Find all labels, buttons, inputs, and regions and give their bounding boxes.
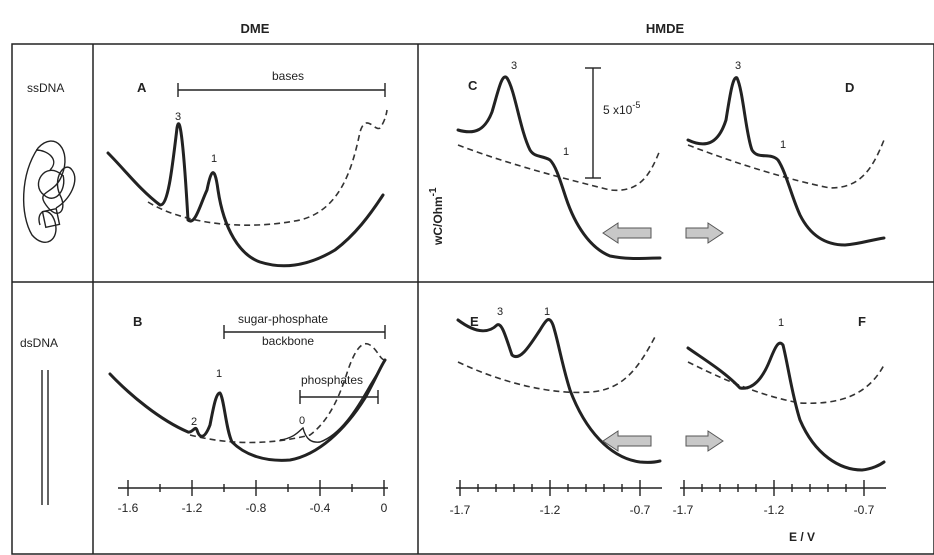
peak-label-b1: 1: [216, 368, 222, 380]
panel-e-signal-curve: [456, 318, 662, 464]
header-dme: DME: [241, 21, 270, 36]
dme-tick-label: -0.8: [246, 501, 267, 515]
sugar-phosphate-label: sugar-phosphate: [238, 312, 328, 326]
dme-tick-label: -1.6: [118, 501, 139, 515]
panel-b: B sugar-phosphate backbone phosphates 2 …: [108, 312, 387, 462]
peak-label-c3: 3: [511, 60, 517, 72]
row-label-ssdna: ssDNA: [27, 81, 64, 95]
panel-f: F 1: [685, 314, 886, 472]
peak-label-b0: 0: [299, 415, 305, 427]
x-axis-label: E / V: [789, 530, 815, 544]
panel-b-signal-curve: [108, 358, 387, 462]
hmde-right-tick-label: -1.7: [673, 503, 694, 517]
left-arrow-icon: [602, 222, 652, 244]
right-arrow-icon: [685, 222, 724, 244]
y-axis-label: wC/Ohm-1: [428, 187, 445, 246]
scale-bar: [585, 67, 601, 179]
dme-tick-label: 0: [381, 501, 388, 515]
dsdna-double-strand-icon: [41, 370, 49, 505]
panel-a-signal-curve: [106, 122, 385, 268]
peak-label-d3: 3: [735, 60, 741, 72]
dme-tick-label: -1.2: [182, 501, 203, 515]
panel-label-b: B: [133, 314, 142, 329]
peak-label-b2: 2: [191, 416, 197, 428]
hmde-left-tick-label: -1.2: [540, 503, 561, 517]
panel-f-baseline-curve: [687, 361, 885, 405]
backbone-label: backbone: [262, 334, 314, 348]
panel-d: D 3 1: [685, 60, 886, 247]
bases-range-bracket: [177, 83, 386, 97]
peak-label-a3: 3: [175, 111, 181, 123]
panel-c: C 3 1: [456, 60, 662, 260]
hmde-right-x-axis: -1.7 -1.2 -0.7: [673, 480, 886, 517]
peak-label-c1: 1: [563, 146, 569, 158]
peak-label-e3: 3: [497, 306, 503, 318]
panel-label-d: D: [845, 80, 854, 95]
right-arrow-icon: [685, 430, 724, 452]
header-hmde: HMDE: [646, 21, 685, 36]
row-label-dsdna: dsDNA: [20, 336, 58, 350]
peak-label-a1: 1: [211, 153, 217, 165]
hmde-right-tick-label: -1.2: [764, 503, 785, 517]
panel-a: A bases 3 1: [106, 69, 388, 268]
panel-e: E 3 1: [456, 306, 662, 464]
hmde-left-tick-label: -0.7: [630, 503, 651, 517]
panel-c-baseline-curve: [457, 144, 661, 192]
ssdna-coil-icon: [23, 140, 76, 243]
panel-f-signal-curve: [686, 341, 886, 472]
backbone-range-bracket: [223, 325, 386, 339]
panel-label-f: F: [858, 314, 866, 329]
hmde-left-x-axis: -1.7 -1.2 -0.7: [450, 480, 662, 517]
hmde-right-tick-label: -0.7: [854, 503, 875, 517]
dme-x-axis: -1.6 -1.2 -0.8 -0.4 0: [118, 480, 388, 515]
left-arrow-icon: [602, 430, 652, 452]
panel-d-signal-curve: [686, 76, 886, 247]
panel-label-c: C: [468, 78, 478, 93]
panel-c-signal-curve: [456, 75, 662, 260]
peak-label-d1: 1: [780, 139, 786, 151]
hmde-left-tick-label: -1.7: [450, 503, 471, 517]
peak-label-f1: 1: [778, 317, 784, 329]
dme-tick-label: -0.4: [310, 501, 331, 515]
scale-bar-label: 5 x10-5: [603, 100, 640, 117]
panel-d-baseline-curve: [687, 139, 885, 189]
peak-label-e1: 1: [544, 306, 550, 318]
panel-b-baseline-curve: [189, 343, 386, 444]
phosphates-label: phosphates: [301, 373, 363, 387]
panel-a-baseline-curve: [147, 109, 388, 226]
bases-label: bases: [272, 69, 304, 83]
panel-label-a: A: [137, 80, 147, 95]
grid-frame: [11, 43, 934, 555]
panel-label-e: E: [470, 314, 479, 329]
